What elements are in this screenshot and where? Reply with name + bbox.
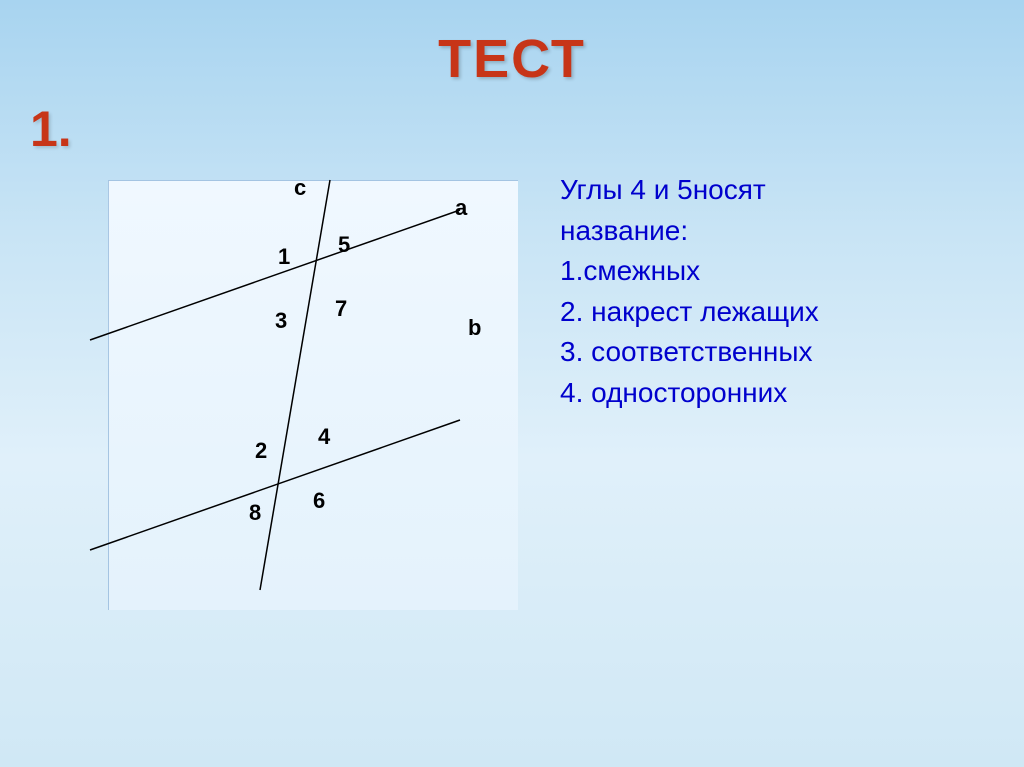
option-4: 4. односторонних (560, 373, 1000, 414)
label-2: 2 (255, 438, 267, 464)
line-b (90, 420, 460, 550)
label-5: 5 (338, 232, 350, 258)
label-8: 8 (249, 500, 261, 526)
question-prompt-line2: название: (560, 211, 1000, 252)
question-prompt-line1: Углы 4 и 5носят (560, 170, 1000, 211)
page-title: ТЕСТ (438, 28, 586, 90)
label-c: c (294, 175, 306, 201)
option-1: 1.смежных (560, 251, 1000, 292)
question-number: 1. (30, 100, 72, 158)
label-4: 4 (318, 424, 330, 450)
label-6: 6 (313, 488, 325, 514)
option-3: 3. соответственных (560, 332, 1000, 373)
label-1: 1 (278, 244, 290, 270)
geometry-diagram: c a b 1 5 3 7 2 4 8 6 (60, 160, 520, 620)
diagram-lines (60, 160, 520, 620)
label-7: 7 (335, 296, 347, 322)
label-b: b (468, 315, 481, 341)
label-3: 3 (275, 308, 287, 334)
label-a: a (455, 195, 467, 221)
option-2: 2. накрест лежащих (560, 292, 1000, 333)
line-c (260, 180, 330, 590)
question-block: Углы 4 и 5носят название: 1.смежных 2. н… (560, 170, 1000, 414)
